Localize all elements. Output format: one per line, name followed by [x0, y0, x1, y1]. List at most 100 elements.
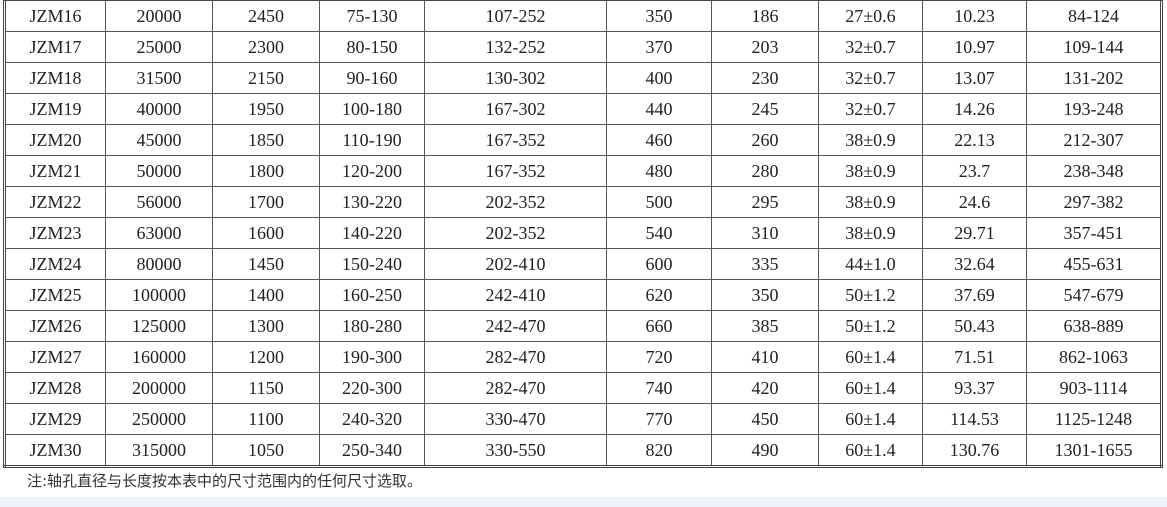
table-cell: 245 — [711, 93, 819, 125]
table-cell: 107-252 — [424, 0, 607, 32]
table-cell: 71.51 — [922, 341, 1027, 373]
table-cell: 238-348 — [1026, 155, 1162, 187]
model-cell: JZM25 — [4, 279, 106, 311]
model-cell: JZM20 — [4, 124, 106, 156]
table-cell: 50±1.2 — [818, 279, 923, 311]
table-cell: 60±1.4 — [818, 434, 923, 467]
table-cell: 29.71 — [922, 217, 1027, 249]
table-row: JZM30 315000 1050 250-340 330-550 820 490 60±1.… — [4, 434, 1162, 467]
table-cell: 282-470 — [424, 372, 607, 404]
table-cell: 410 — [711, 341, 819, 373]
table-cell: 50000 — [105, 155, 213, 187]
table-row: JZM18 31500 2150 90-160 130-302 400 230 32±0.7 1… — [4, 62, 1162, 94]
table-cell: 385 — [711, 310, 819, 342]
table-cell: 1300 — [212, 310, 320, 342]
table-cell: 13.07 — [922, 62, 1027, 94]
table-cell: 60±1.4 — [818, 341, 923, 373]
table-cell: 1950 — [212, 93, 320, 125]
table-row: JZM16 20000 2450 75-130 107-252 350 186 27±0.6 1… — [4, 0, 1162, 32]
table-cell: 350 — [606, 0, 712, 32]
table-cell: 547-679 — [1026, 279, 1162, 311]
table-cell: 130.76 — [922, 434, 1027, 467]
table-cell: 240-320 — [319, 403, 425, 435]
table-cell: 202-410 — [424, 248, 607, 280]
table-cell: 1800 — [212, 155, 320, 187]
table-cell: 350 — [711, 279, 819, 311]
table-cell: 500 — [606, 186, 712, 218]
table-cell: 14.26 — [922, 93, 1027, 125]
table-cell: 114.53 — [922, 403, 1027, 435]
table-row: JZM26 125000 1300 180-280 242-470 660 385 50±1.… — [4, 310, 1162, 342]
table-cell: 32.64 — [922, 248, 1027, 280]
table-cell: 20000 — [105, 0, 213, 32]
table-cell: 120-200 — [319, 155, 425, 187]
table-cell: 186 — [711, 0, 819, 32]
model-cell: JZM30 — [4, 434, 106, 467]
table-cell: 1600 — [212, 217, 320, 249]
table-cell: 60±1.4 — [818, 403, 923, 435]
table-cell: 720 — [606, 341, 712, 373]
table-cell: 38±0.9 — [818, 186, 923, 218]
table-cell: 420 — [711, 372, 819, 404]
table-cell: 100-180 — [319, 93, 425, 125]
table-cell: 600 — [606, 248, 712, 280]
table-cell: 100000 — [105, 279, 213, 311]
table-cell: 38±0.9 — [818, 217, 923, 249]
table-cell: 202-352 — [424, 186, 607, 218]
table-cell: 167-352 — [424, 155, 607, 187]
table-cell: 27±0.6 — [818, 0, 923, 32]
table-cell: 160-250 — [319, 279, 425, 311]
table-cell: 32±0.7 — [818, 31, 923, 63]
table-cell: 50.43 — [922, 310, 1027, 342]
table-cell: 132-252 — [424, 31, 607, 63]
table-cell: 110-190 — [319, 124, 425, 156]
table-cell: 10.97 — [922, 31, 1027, 63]
table-cell: 260 — [711, 124, 819, 156]
table-cell: 31500 — [105, 62, 213, 94]
table-cell: 203 — [711, 31, 819, 63]
table-cell: 109-144 — [1026, 31, 1162, 63]
table-cell: 38±0.9 — [818, 155, 923, 187]
table-cell: 60±1.4 — [818, 372, 923, 404]
table-cell: 740 — [606, 372, 712, 404]
table-cell: 250-340 — [319, 434, 425, 467]
table-cell: 1100 — [212, 403, 320, 435]
table-cell: 1850 — [212, 124, 320, 156]
table-cell: 330-550 — [424, 434, 607, 467]
table-cell: 490 — [711, 434, 819, 467]
table-cell: 297-382 — [1026, 186, 1162, 218]
table-cell: 90-160 — [319, 62, 425, 94]
table-cell: 212-307 — [1026, 124, 1162, 156]
table-cell: 315000 — [105, 434, 213, 467]
model-cell: JZM27 — [4, 341, 106, 373]
model-cell: JZM28 — [4, 372, 106, 404]
table-cell: 160000 — [105, 341, 213, 373]
model-cell: JZM24 — [4, 248, 106, 280]
model-cell: JZM21 — [4, 155, 106, 187]
table-cell: 295 — [711, 186, 819, 218]
table-cell: 455-631 — [1026, 248, 1162, 280]
table-cell: 310 — [711, 217, 819, 249]
table-cell: 45000 — [105, 124, 213, 156]
table-row: JZM19 40000 1950 100-180 167-302 440 245 32±0.7… — [4, 93, 1162, 125]
table-cell: 32±0.7 — [818, 62, 923, 94]
model-cell: JZM18 — [4, 62, 106, 94]
table-note: 注:轴孔直径与长度按本表中的尺寸范围内的任何尺寸选取。 — [27, 472, 423, 490]
table-cell: 75-130 — [319, 0, 425, 32]
table-cell: 56000 — [105, 186, 213, 218]
table-cell: 130-220 — [319, 186, 425, 218]
table-cell: 93.37 — [922, 372, 1027, 404]
table-cell: 450 — [711, 403, 819, 435]
table-cell: 44±1.0 — [818, 248, 923, 280]
table-row: JZM21 50000 1800 120-200 167-352 480 280 38±0.9… — [4, 155, 1162, 187]
table-cell: 2150 — [212, 62, 320, 94]
table-cell: 80-150 — [319, 31, 425, 63]
table-cell: 638-889 — [1026, 310, 1162, 342]
table-cell: 125000 — [105, 310, 213, 342]
table-cell: 37.69 — [922, 279, 1027, 311]
table-cell: 131-202 — [1026, 62, 1162, 94]
table-cell: 282-470 — [424, 341, 607, 373]
table-cell: 24.6 — [922, 186, 1027, 218]
specification-table: JZM16 20000 2450 75-130 107-252 350 186 27±0.6 1… — [3, 0, 1163, 468]
table-cell: 660 — [606, 310, 712, 342]
